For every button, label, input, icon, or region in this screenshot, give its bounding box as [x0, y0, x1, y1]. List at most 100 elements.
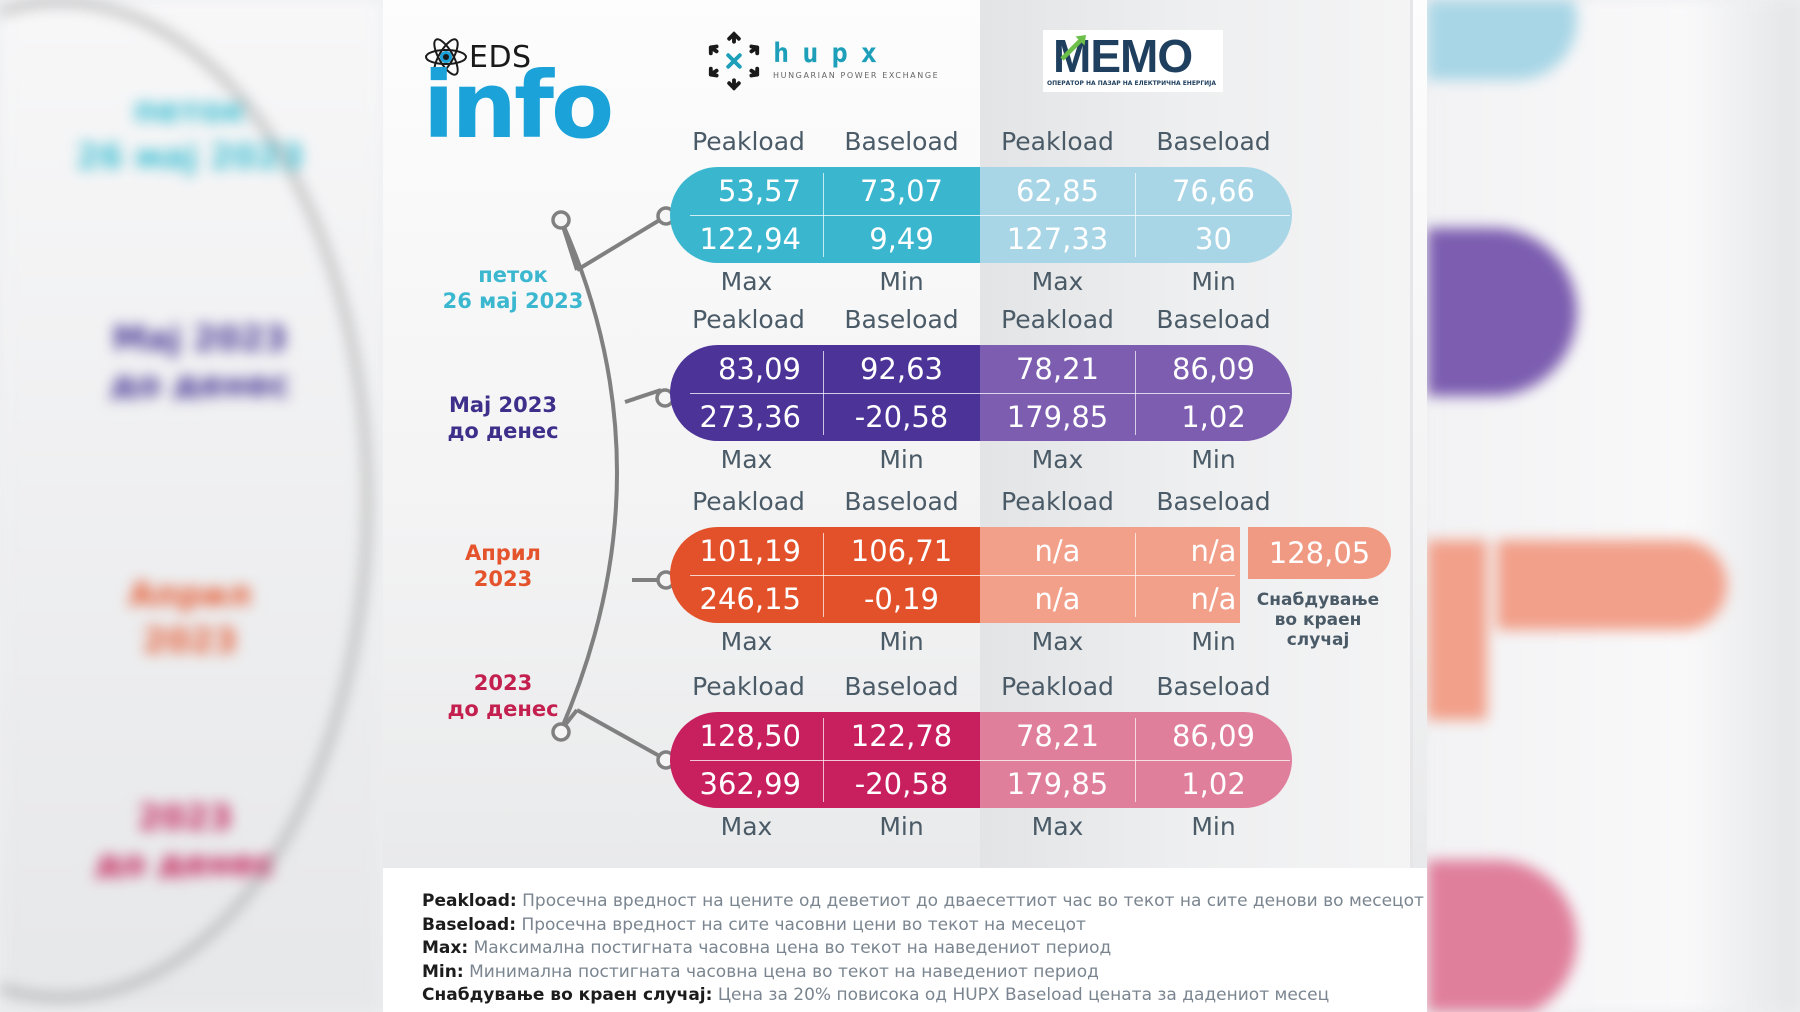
- eds-logo-text: EDS: [469, 40, 532, 75]
- row-divider: [690, 575, 1235, 576]
- row-divider: [690, 393, 1290, 394]
- price-value: 273,36: [699, 400, 801, 434]
- price-value: 53,57: [717, 174, 801, 208]
- price-value: 106,71: [850, 534, 953, 568]
- period-label-line: 2023: [473, 671, 533, 695]
- blurred-backdrop-left: петок 26 мај 2023 Мај 2023 до денес Април 2…: [0, 0, 383, 1012]
- growth-arrow-icon: [1060, 35, 1086, 61]
- price-value: 92,63: [859, 352, 944, 386]
- price-value: 62,85: [1015, 174, 1100, 208]
- blurred-pill-1: [1427, 0, 1577, 80]
- period-label-line: до денес: [447, 419, 559, 443]
- price-pill: 53,57 73,07 62,85 76,66 122,94 9,49 127,33 30: [670, 167, 1292, 263]
- period-label-line: Април: [465, 541, 541, 565]
- column-header: Peakload: [1001, 127, 1114, 156]
- price-value: -20,58: [854, 400, 949, 434]
- period-label: Април 2023: [423, 540, 583, 592]
- memo-logo: MEMO ОПЕРАТОР НА ПАЗАР НА ЕЛЕКТРИЧНА ЕНЕ…: [1043, 30, 1223, 92]
- blurred-pill-extra: [1497, 540, 1727, 630]
- column-header: Baseload: [844, 487, 959, 516]
- hupx-logo-subtitle: HUNGARIAN POWER EXCHANGE: [773, 71, 940, 80]
- price-value: 246,15: [699, 582, 801, 616]
- hupx-logo-text: hupx: [773, 38, 891, 69]
- legend: Peakload: Просечна вредност на цените од…: [422, 890, 1424, 1008]
- price-value: 76,66: [1171, 174, 1256, 208]
- period-label-line: 2023: [473, 567, 533, 591]
- price-value: 1,02: [1181, 767, 1246, 801]
- price-value: 127,33: [1006, 222, 1109, 256]
- timeline-node: [551, 210, 571, 230]
- period-label-line: Мај 2023: [448, 393, 558, 417]
- legend-last-resort: Снабдување во краен случај: Цена за 20% …: [422, 985, 1330, 1005]
- price-value: 83,09: [717, 352, 801, 386]
- price-value: 86,09: [1171, 719, 1256, 753]
- price-value: n/a: [1034, 582, 1081, 616]
- blurred-pill-4: [1427, 860, 1577, 1012]
- period-label-line: до денес: [447, 697, 559, 721]
- legend-max: Max: Максимална постигната часовна цена …: [422, 938, 1112, 958]
- price-pill: 128,50 122,78 78,21 86,09 362,99 -20,58 179,85…: [670, 712, 1292, 808]
- price-value: n/a: [1034, 534, 1081, 568]
- memo-logo-subtitle: ОПЕРАТОР НА ПАЗАР НА ЕЛЕКТРИЧНА ЕНЕРГИЈА: [1047, 80, 1217, 87]
- price-value: 122,94: [699, 222, 801, 256]
- column-header: Baseload: [844, 127, 959, 156]
- price-value: 78,21: [1015, 719, 1100, 753]
- atom-icon: [425, 38, 467, 76]
- column-header: Peakload: [692, 487, 805, 516]
- blurred-pill-2: [1427, 228, 1577, 396]
- legend-baseload: Baseload: Просечна вредност на сите часо…: [422, 914, 1086, 935]
- hupx-arrows-icon: [708, 31, 760, 91]
- price-value: 128,50: [699, 719, 801, 753]
- period-label-line: 26 мај 2023: [442, 289, 584, 313]
- row-divider: [690, 760, 1290, 761]
- column-header: Baseload: [1156, 487, 1271, 516]
- price-value: 86,09: [1171, 352, 1256, 386]
- price-value: 9,49: [869, 222, 934, 256]
- column-footer: Max: [720, 445, 773, 474]
- column-header: Peakload: [1001, 305, 1114, 334]
- row-divider: [690, 215, 1290, 216]
- blurred-backdrop-right: [1427, 0, 1800, 1012]
- column-footer: Max: [720, 812, 773, 841]
- column-header: Baseload: [844, 305, 959, 334]
- memo-logo-text: MEMO: [1053, 30, 1193, 82]
- blurred-pill-3: [1427, 540, 1487, 720]
- price-value: 122,78: [850, 719, 953, 753]
- column-footer: Max: [1031, 627, 1084, 656]
- column-footer: Min: [1191, 627, 1236, 656]
- column-footer: Max: [1031, 445, 1084, 474]
- blurred-period-4: 2023 до денес: [95, 798, 275, 884]
- price-value: 30: [1195, 222, 1232, 256]
- price-value: 73,07: [859, 174, 944, 208]
- last-resort-price: 128,05: [1248, 527, 1391, 579]
- column-footer: Min: [879, 627, 924, 656]
- column-header: Baseload: [1156, 305, 1271, 334]
- blurred-period-2: Мај 2023 до денес: [110, 319, 290, 405]
- price-value: 179,85: [1006, 767, 1109, 801]
- column-footer: Max: [1031, 267, 1084, 296]
- column-footer: Max: [720, 627, 773, 656]
- eds-info-logo: EDS info: [423, 34, 653, 156]
- legend-min: Min: Минимална постигната часовна цена в…: [422, 961, 1099, 982]
- price-value: 78,21: [1015, 352, 1100, 386]
- period-label: Мај 2023 до денес: [423, 392, 583, 444]
- column-footer: Min: [879, 445, 924, 474]
- period-label: 2023 до денес: [423, 670, 583, 722]
- blurred-period-3: Април 2023: [128, 575, 252, 661]
- column-footer: Max: [720, 267, 773, 296]
- legend-peakload: Peakload: Просечна вредност на цените од…: [422, 891, 1424, 911]
- column-header: Peakload: [692, 672, 805, 701]
- price-value: 1,02: [1181, 400, 1246, 434]
- column-footer: Min: [879, 267, 924, 296]
- infographic-panel: EDS info hupx HUNGARIAN POWER EXCHANGE M…: [383, 0, 1427, 1012]
- price-value: -0,19: [863, 582, 940, 616]
- panel-edge: [1410, 0, 1413, 868]
- column-header: Peakload: [1001, 487, 1114, 516]
- price-value: n/a: [1190, 582, 1237, 616]
- column-footer: Min: [1191, 812, 1236, 841]
- blurred-period-1: петок 26 мај 2023: [75, 91, 304, 177]
- column-header: Baseload: [1156, 127, 1271, 156]
- timeline-node: [551, 722, 571, 742]
- column-header: Peakload: [692, 127, 805, 156]
- price-pill: 101,19 106,71 n/a n/a 246,15 -0,19 n/a n/a: [670, 527, 1240, 623]
